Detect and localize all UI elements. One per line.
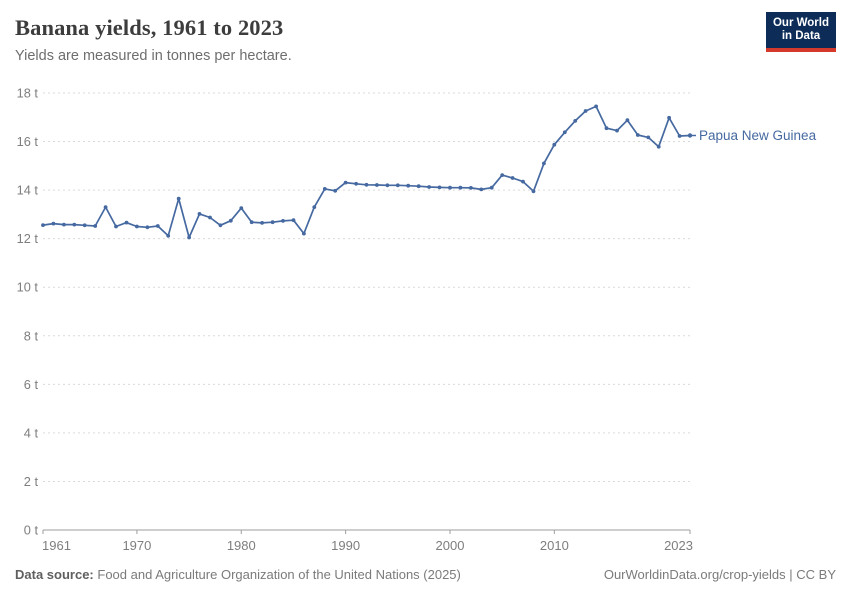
- data-point-marker: [416, 184, 421, 189]
- x-tick-label: 2010: [540, 538, 569, 553]
- data-point-marker: [656, 144, 661, 149]
- data-point-marker: [667, 115, 671, 120]
- data-point-marker: [448, 185, 452, 190]
- y-tick-label: 10 t: [17, 280, 39, 295]
- data-point-marker: [500, 173, 505, 178]
- page-title: Banana yields, 1961 to 2023: [15, 15, 284, 40]
- page-subtitle: Yields are measured in tonnes per hectar…: [15, 48, 292, 64]
- data-point-marker: [385, 183, 390, 188]
- data-point-marker: [176, 196, 181, 201]
- y-tick-label: 16 t: [17, 134, 39, 149]
- data-point-marker: [469, 186, 473, 190]
- y-tick-label: 6 t: [24, 377, 39, 392]
- data-point-marker: [155, 224, 160, 228]
- data-point-marker: [322, 187, 327, 191]
- data-source-label: Data source:: [15, 567, 94, 582]
- data-point-marker: [302, 231, 306, 236]
- data-point-marker: [72, 222, 77, 227]
- x-tick-label: 1961: [42, 538, 71, 553]
- data-point-marker: [208, 215, 212, 220]
- attribution-note: OurWorldinData.org/crop-yields | CC BY: [603, 567, 836, 582]
- x-axis: 1961 1970 1980 1990 2000 2010 2023: [42, 529, 693, 553]
- series-line-papua-new-guinea[interactable]: [42, 105, 691, 239]
- data-point-marker: [562, 130, 567, 135]
- data-point-marker: [166, 233, 171, 238]
- data-point-marker: [375, 183, 379, 187]
- data-point-marker: [615, 128, 619, 133]
- y-tick-label: 2 t: [24, 474, 39, 489]
- y-tick-label: 8 t: [24, 328, 39, 343]
- data-point-marker: [427, 185, 431, 189]
- data-source-text: Food and Agriculture Organization of the…: [97, 567, 461, 582]
- data-point-marker: [218, 223, 223, 228]
- data-point-marker: [604, 126, 609, 131]
- x-tick-label: 1980: [227, 538, 256, 553]
- data-point-marker: [479, 187, 484, 192]
- y-tick-label: 14 t: [17, 183, 39, 198]
- owid-logo-line1: Our World: [772, 17, 829, 29]
- data-point-marker: [93, 224, 98, 228]
- data-point-marker: [103, 205, 108, 210]
- data-point-marker: [62, 222, 66, 227]
- data-point-marker: [41, 223, 45, 228]
- data-point-marker: [114, 224, 118, 229]
- data-point-marker: [343, 180, 348, 185]
- data-point-marker: [260, 221, 264, 225]
- chart-header: Banana yields, 1961 to 2023 Yields are m…: [15, 15, 292, 64]
- owid-logo-line2: in Data: [781, 30, 821, 42]
- y-tick-label: 4 t: [24, 425, 39, 440]
- y-tick-label: 12 t: [17, 231, 39, 246]
- data-point-marker: [228, 218, 233, 223]
- owid-logo: Our World in Data: [766, 12, 836, 52]
- data-point-marker: [239, 206, 244, 211]
- data-point-marker: [135, 224, 139, 229]
- data-point-marker: [437, 185, 442, 190]
- data-point-marker: [270, 220, 275, 225]
- y-tick-label: 0 t: [24, 523, 39, 538]
- data-point-marker: [333, 188, 338, 193]
- x-tick-label: 1990: [331, 538, 360, 553]
- data-point-marker: [312, 205, 317, 210]
- data-point-marker: [646, 135, 651, 140]
- data-point-marker: [635, 133, 640, 137]
- data-point-marker: [145, 225, 150, 230]
- data-point-marker: [395, 183, 400, 188]
- data-point-marker: [291, 218, 296, 223]
- data-point-marker: [458, 185, 463, 190]
- x-tick-label: 1970: [122, 538, 151, 553]
- data-point-marker: [197, 212, 202, 216]
- entity-label[interactable]: Papua New Guinea: [699, 128, 817, 143]
- data-point-marker: [594, 104, 598, 109]
- data-point-marker: [573, 119, 578, 123]
- data-point-marker: [625, 118, 630, 123]
- data-point-marker: [489, 185, 494, 190]
- data-point-marker: [510, 176, 515, 180]
- data-point-marker: [281, 219, 285, 223]
- data-point-marker: [249, 220, 254, 225]
- x-tick-label: 2000: [436, 538, 465, 553]
- data-point-marker: [354, 181, 358, 186]
- series-markers: [41, 104, 693, 240]
- data-point-marker: [187, 235, 192, 240]
- data-point-marker: [406, 183, 411, 188]
- x-tick-label: 2023: [664, 538, 693, 553]
- data-point-marker: [521, 179, 525, 184]
- y-tick-label: 18 t: [17, 86, 39, 101]
- data-point-marker: [542, 161, 546, 166]
- y-gridlines: 0 t 2 t 4 t 6 t 8 t 10 t 12 t 14 t 16 t 18 t: [17, 86, 690, 538]
- data-point-marker: [364, 182, 369, 187]
- chart-footer: Data source: Food and Agriculture Organi…: [15, 567, 836, 583]
- data-point-marker: [531, 189, 536, 194]
- data-point-marker: [124, 220, 129, 225]
- data-point-marker: [583, 109, 588, 113]
- data-point-marker: [51, 221, 56, 226]
- data-point-marker: [677, 134, 682, 138]
- data-source-note: Data source: Food and Agriculture Organi…: [15, 567, 461, 583]
- data-point-marker: [552, 142, 557, 147]
- data-point-marker: [82, 223, 87, 228]
